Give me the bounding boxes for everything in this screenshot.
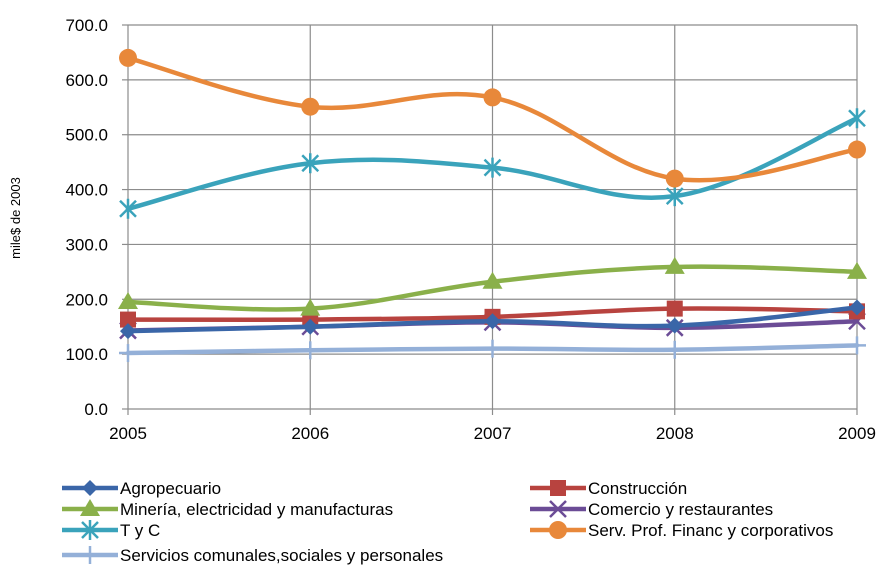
data-point — [664, 256, 685, 274]
legend-label: Construcción — [588, 479, 687, 498]
legend-label: T y C — [120, 521, 160, 540]
x-tick-label: 2008 — [656, 424, 694, 443]
data-point — [847, 261, 867, 279]
series-group — [118, 48, 867, 363]
data-point — [120, 311, 136, 328]
data-point — [119, 48, 137, 67]
legend-label: Comercio y restaurantes — [588, 500, 773, 519]
legend: Agropecuario Construcción Minería, electri… — [62, 479, 833, 565]
legend-label: Serv. Prof. Financ y corporativos — [588, 521, 833, 540]
legend-marker — [81, 546, 99, 564]
legend-label: Servicios comunales,sociales y personale… — [120, 546, 443, 565]
y-tick-label: 300.0 — [65, 235, 108, 254]
x-tick-label: 2006 — [291, 424, 329, 443]
data-point — [482, 271, 503, 289]
data-point — [666, 300, 683, 317]
data-point — [483, 339, 502, 358]
y-tick-label: 500.0 — [65, 126, 108, 145]
x-tick-label: 2007 — [474, 424, 512, 443]
data-point — [302, 318, 319, 335]
data-point — [665, 340, 684, 359]
x-tick-label: 2005 — [109, 424, 147, 443]
legend-item: Servicios comunales,sociales y personale… — [62, 546, 443, 565]
series-5 — [119, 48, 866, 188]
legend-label: Minería, electricidad y manufacturas — [120, 500, 393, 519]
legend-item: Construcción — [530, 479, 687, 498]
data-point — [120, 323, 136, 340]
y-tick-label: 600.0 — [65, 71, 108, 90]
legend-marker — [80, 499, 100, 516]
data-point — [483, 88, 502, 107]
series-2 — [118, 256, 867, 316]
data-point — [301, 97, 320, 116]
data-point — [484, 313, 501, 330]
data-point — [666, 317, 683, 334]
legend-marker — [549, 500, 567, 518]
legend-label: Agropecuario — [120, 479, 221, 498]
y-tick-label: 700.0 — [65, 16, 108, 35]
legend-item: Serv. Prof. Financ y corporativos — [530, 521, 833, 540]
data-point — [119, 198, 137, 219]
legend-marker — [549, 521, 567, 539]
legend-item: Minería, electricidad y manufacturas — [62, 499, 393, 519]
legend-item: Comercio y restaurantes — [530, 500, 773, 519]
data-point — [483, 157, 502, 178]
y-axis-label: mile$ de 2003 — [8, 177, 23, 259]
series-6 — [119, 336, 866, 363]
axes: 0.0 100.0 200.0 300.0 400.0 500.0 600.0 700.0 20… — [65, 16, 875, 443]
data-point — [300, 298, 321, 316]
data-point — [119, 344, 137, 363]
y-tick-label: 0.0 — [84, 400, 108, 419]
data-point — [849, 299, 865, 316]
legend-marker — [81, 520, 99, 540]
y-tick-label: 100.0 — [65, 345, 108, 364]
x-tick-label: 2009 — [838, 424, 876, 443]
y-tick-label: 400.0 — [65, 181, 108, 200]
data-point — [848, 336, 866, 355]
series-0 — [120, 299, 865, 340]
data-point — [118, 292, 138, 310]
data-point — [301, 153, 320, 174]
data-point — [848, 108, 866, 129]
data-point — [665, 169, 684, 188]
legend-item: T y C — [62, 520, 160, 540]
data-point — [665, 186, 684, 207]
data-point — [848, 140, 866, 159]
legend-marker — [82, 480, 98, 496]
y-tick-label: 200.0 — [65, 290, 108, 309]
legend-marker — [550, 480, 566, 496]
legend-item: Agropecuario — [62, 479, 221, 498]
data-point — [301, 341, 320, 360]
